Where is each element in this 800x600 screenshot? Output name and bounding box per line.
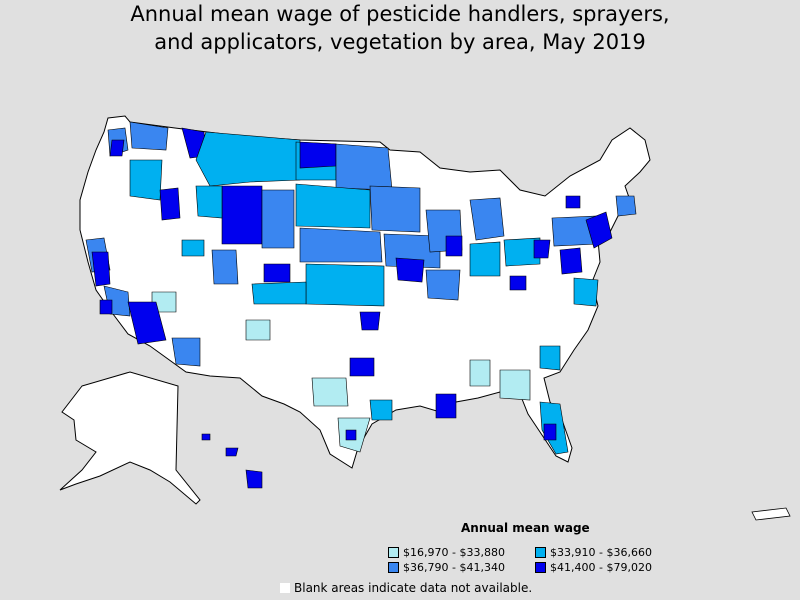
- legend-swatch-highest: [535, 562, 546, 573]
- region-ohio-east: [533, 239, 551, 259]
- alaska-outline: [59, 371, 201, 505]
- map-title: Annual mean wage of pesticide handlers, …: [0, 0, 800, 56]
- region-wyoming-east: [261, 189, 295, 249]
- region-kentucky: [509, 275, 527, 291]
- region-missouri: [425, 269, 461, 301]
- region-indiana: [469, 241, 501, 277]
- region-california-south: [127, 301, 167, 345]
- region-iowa-east: [395, 257, 425, 283]
- region-upstate-ny: [565, 195, 581, 209]
- legend-item-lowest: $16,970 - $33,880: [388, 546, 505, 559]
- region-north-dakota-central: [299, 141, 337, 169]
- region-california-bay: [91, 251, 111, 287]
- region-maryland: [559, 247, 583, 275]
- region-illinois-north: [445, 235, 463, 257]
- blank-areas-text: Blank areas indicate data not available.: [294, 581, 533, 595]
- blank-areas-note: Blank areas indicate data not available.: [280, 581, 532, 595]
- region-wyoming: [221, 185, 263, 245]
- legend-label-second: $33,910 - $36,660: [550, 546, 652, 559]
- legend-item-highest: $41,400 - $79,020: [535, 561, 652, 574]
- region-alabama: [469, 359, 491, 387]
- legend-title: Annual mean wage: [461, 521, 590, 535]
- region-michigan: [469, 197, 505, 241]
- map-title-line-1: Annual mean wage of pesticide handlers, …: [130, 2, 670, 26]
- region-new-england: [615, 195, 637, 217]
- legend-swatch-third: [388, 562, 399, 573]
- region-minnesota: [369, 185, 421, 233]
- region-south-dakota: [295, 183, 371, 229]
- region-idaho-se: [195, 185, 223, 219]
- region-colorado-west: [211, 249, 239, 285]
- legend-swatch-lowest: [388, 547, 399, 558]
- hawaii-island-3: [245, 469, 263, 489]
- puerto-rico-outline: [751, 507, 791, 521]
- region-texas-south: [345, 429, 357, 441]
- legend-label-lowest: $16,970 - $33,880: [403, 546, 505, 559]
- region-nebraska: [299, 227, 383, 263]
- region-montana: [195, 131, 301, 187]
- hawaii-island-2: [225, 447, 239, 457]
- region-oklahoma: [349, 357, 375, 377]
- legend-item-third: $36,790 - $41,340: [388, 561, 505, 574]
- legend-item-second: $33,910 - $36,660: [535, 546, 652, 559]
- region-idaho-south: [159, 187, 181, 221]
- region-new-mexico: [245, 319, 271, 341]
- region-utah: [181, 239, 205, 257]
- region-arizona: [171, 337, 201, 367]
- region-north-dakota-east: [335, 143, 393, 191]
- region-new-york: [585, 211, 613, 249]
- region-california-coast: [99, 299, 113, 315]
- region-colorado-east: [251, 281, 307, 305]
- region-florida-south: [543, 423, 557, 441]
- region-washington-central: [129, 121, 169, 151]
- blank-swatch: [280, 583, 290, 593]
- region-oklahoma-ne: [359, 311, 381, 331]
- region-oregon-east: [129, 159, 163, 201]
- legend-label-highest: $41,400 - $79,020: [550, 561, 652, 574]
- region-texas-west: [311, 377, 349, 407]
- legend-swatch-second: [535, 547, 546, 558]
- region-georgia: [499, 369, 531, 401]
- region-louisiana: [435, 393, 457, 419]
- region-seattle: [109, 139, 125, 157]
- legend-label-third: $36,790 - $41,340: [403, 561, 505, 574]
- region-virginia: [573, 277, 599, 307]
- map-title-line-2: and applicators, vegetation by area, May…: [154, 30, 646, 54]
- region-kansas: [305, 263, 385, 307]
- region-ohio: [503, 237, 541, 267]
- region-south-carolina: [539, 345, 561, 371]
- region-texas-east: [369, 399, 393, 421]
- region-colorado-central: [263, 263, 291, 283]
- hawaii-island-1: [201, 433, 211, 441]
